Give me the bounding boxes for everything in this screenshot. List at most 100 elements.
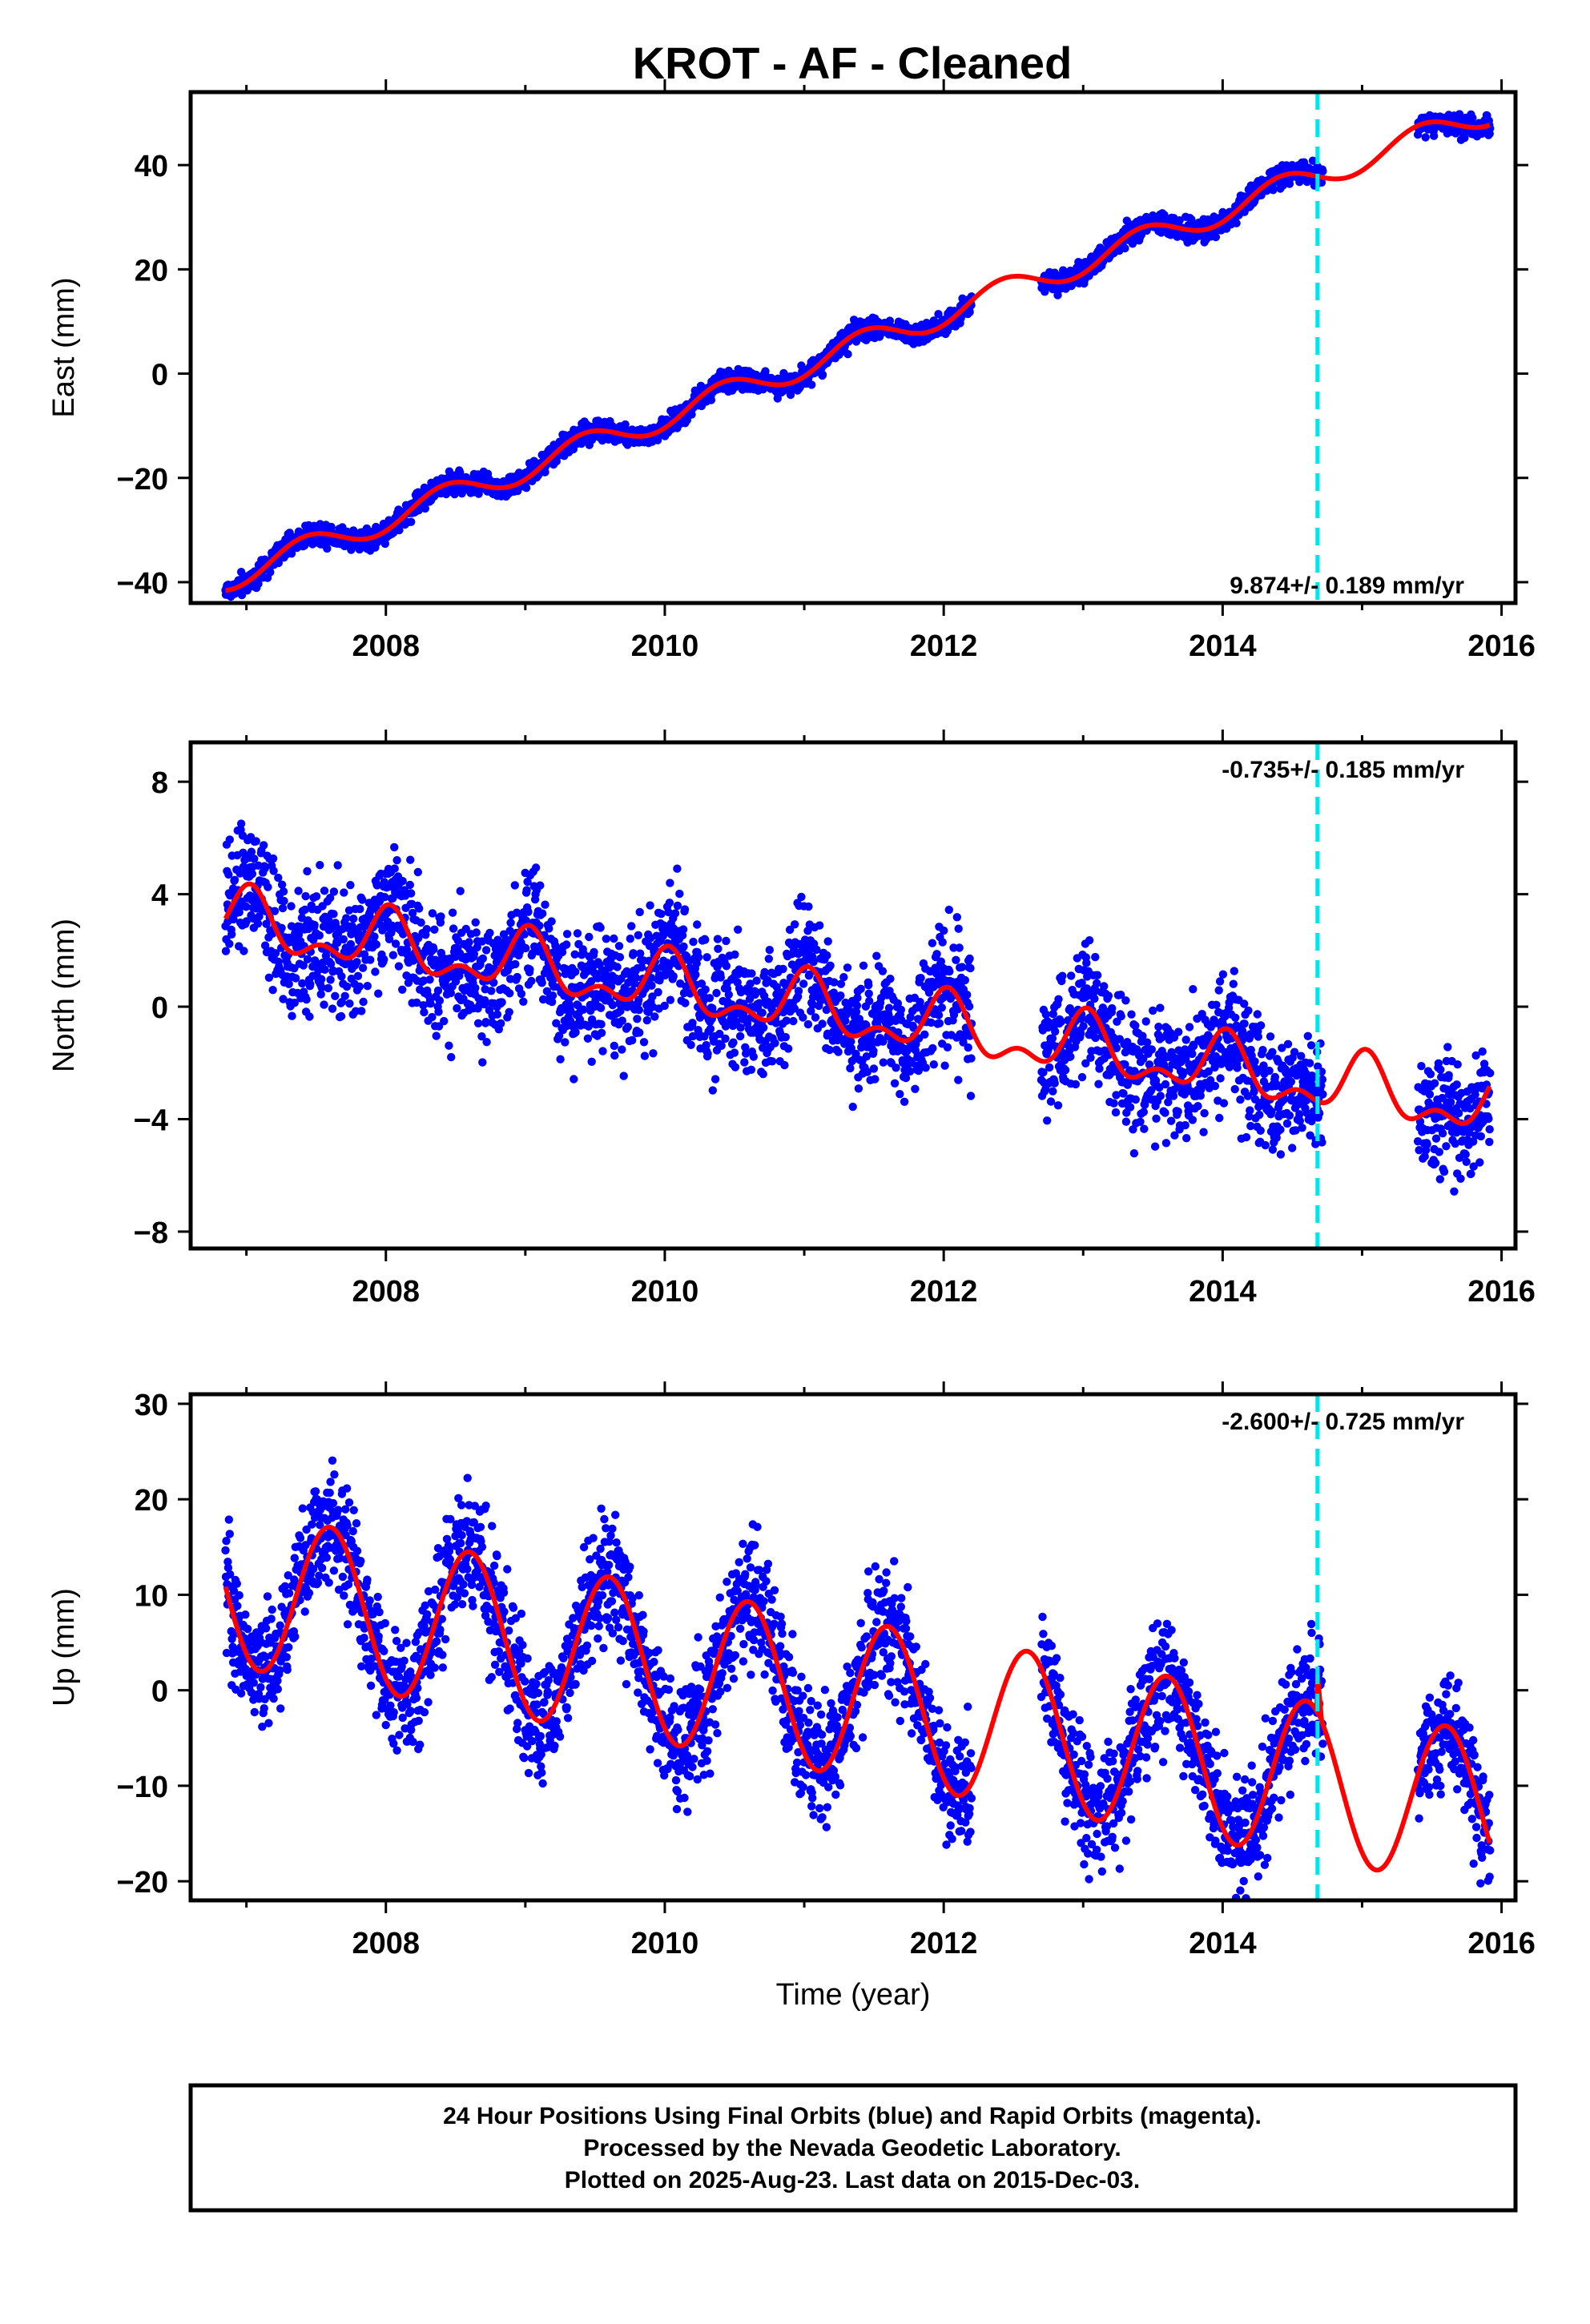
data-point: [522, 886, 531, 895]
data-point: [654, 987, 662, 997]
data-point: [710, 1075, 720, 1084]
data-point: [943, 1043, 952, 1052]
data-point: [635, 907, 644, 917]
data-point: [602, 935, 610, 943]
data-point: [937, 1003, 947, 1012]
data-point: [681, 999, 690, 1007]
data-point: [435, 996, 445, 1005]
data-point: [303, 955, 312, 964]
data-point: [471, 918, 480, 927]
data-point: [749, 1052, 758, 1061]
data-point: [352, 958, 361, 967]
data-point: [264, 883, 272, 891]
data-point: [920, 1030, 929, 1039]
data-point: [473, 1019, 483, 1028]
data-point: [799, 1013, 807, 1022]
data-point: [848, 1102, 857, 1112]
data-point: [571, 1027, 580, 1037]
data-point: [456, 468, 465, 477]
data-point: [355, 982, 364, 991]
data-point: [1317, 178, 1326, 187]
data-point: [524, 907, 533, 916]
data-point: [225, 939, 234, 948]
data-point: [767, 1057, 777, 1066]
data-point: [729, 1038, 738, 1047]
data-point: [287, 902, 296, 911]
data-point: [278, 903, 288, 913]
data-point: [1308, 156, 1318, 165]
data-point: [650, 1012, 659, 1021]
data-point: [392, 856, 401, 865]
data-point: [740, 1058, 749, 1067]
data-point: [456, 887, 465, 895]
data-point: [896, 1090, 904, 1099]
data-point: [266, 568, 275, 577]
data-point: [337, 972, 346, 981]
data-point: [349, 915, 358, 923]
data-point: [521, 943, 530, 953]
data-point: [703, 1049, 712, 1058]
data-point: [284, 979, 293, 989]
data-point: [791, 920, 799, 929]
data-point: [413, 867, 422, 877]
y-tick-label: 0: [151, 359, 168, 392]
data-point: [934, 1011, 944, 1019]
data-point: [657, 910, 666, 919]
data-point: [646, 901, 654, 910]
data-point: [268, 986, 277, 995]
data-point: [938, 938, 947, 947]
x-tick-label: 2010: [631, 629, 699, 663]
data-point: [669, 971, 678, 981]
data-point: [487, 987, 496, 995]
data-point: [302, 995, 311, 1004]
data-point: [706, 396, 716, 404]
data-point: [944, 905, 954, 915]
east-rate-label: 9.874+/- 0.189 mm/yr: [1230, 573, 1464, 599]
data-point: [440, 1016, 449, 1026]
north-plot-area: [221, 742, 1495, 1248]
data-point: [320, 1000, 328, 1009]
data-point: [358, 963, 368, 972]
data-point: [506, 919, 515, 927]
data-point: [453, 1003, 461, 1013]
data-point: [301, 891, 310, 901]
y-tick-label: 40: [135, 150, 168, 183]
data-point: [1053, 291, 1062, 300]
data-point: [843, 963, 852, 972]
data-point: [537, 979, 546, 987]
data-point: [916, 974, 925, 983]
data-point: [670, 909, 680, 918]
data-point: [731, 1063, 740, 1072]
data-point: [371, 967, 380, 976]
data-point: [818, 1019, 827, 1028]
east-axis-label: East (mm): [47, 277, 81, 417]
data-point: [779, 964, 787, 974]
data-point: [407, 517, 416, 526]
x-tick-label: 2008: [352, 629, 420, 663]
data-point: [525, 965, 534, 974]
data-point: [237, 590, 247, 600]
data-point: [765, 946, 774, 955]
data-point: [634, 1005, 643, 1015]
data-point: [688, 1019, 697, 1027]
data-point: [366, 955, 375, 964]
x-tick-label: 2014: [1189, 629, 1257, 663]
data-point: [734, 925, 743, 935]
data-point: [374, 989, 383, 998]
data-point: [635, 1028, 644, 1037]
data-point: [1269, 186, 1278, 195]
data-point: [472, 928, 481, 937]
data-point: [287, 549, 296, 558]
data-point: [701, 935, 710, 944]
data-point: [610, 1041, 618, 1051]
data-point: [280, 896, 288, 906]
data-point: [1051, 1027, 1060, 1036]
data-point: [964, 1043, 972, 1052]
data-point: [614, 942, 624, 951]
data-point: [505, 1007, 513, 1017]
data-point: [517, 989, 526, 999]
data-point: [714, 944, 723, 954]
data-point: [935, 1019, 944, 1028]
data-point: [260, 841, 268, 850]
